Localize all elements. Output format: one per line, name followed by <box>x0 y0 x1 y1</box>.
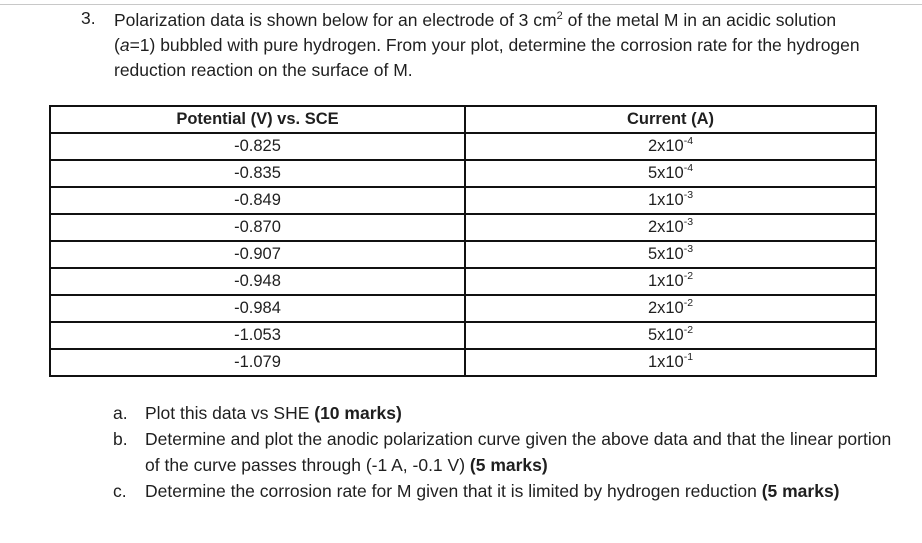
current-cell: 2x10-2 <box>464 294 877 323</box>
current-exponent: -3 <box>683 188 694 201</box>
table-row: -0.825 2x10-4 <box>49 132 877 161</box>
table-row: -0.984 2x10-2 <box>49 294 877 323</box>
potential-cell: -0.984 <box>49 294 466 323</box>
part-text: Plot this data vs SHE <box>145 403 315 423</box>
table-row: -0.835 5x10-4 <box>49 159 877 188</box>
table-row: -0.907 5x10-3 <box>49 240 877 269</box>
question-text-part: of the metal M in an acidic solution ( <box>114 10 837 55</box>
question-text-part: Polarization data is shown below for an … <box>114 10 557 30</box>
current-cell: 1x10-3 <box>464 186 877 215</box>
part-text: Determine and plot the anodic polarizati… <box>145 429 892 475</box>
potential-cell: -0.835 <box>49 159 466 188</box>
current-cell: 1x10-2 <box>464 267 877 296</box>
current-cell: 2x10-3 <box>464 213 877 242</box>
current-cell: 2x10-4 <box>464 132 877 161</box>
page-top-border <box>0 4 922 5</box>
header-current: Current (A) <box>464 105 877 134</box>
part-label: b. <box>113 429 128 449</box>
table-row: -0.870 2x10-3 <box>49 213 877 242</box>
current-exponent: -2 <box>683 323 694 336</box>
potential-cell: -1.053 <box>49 321 466 350</box>
current-base: 1x10 <box>647 272 684 290</box>
table-row: -1.053 5x10-2 <box>49 321 877 350</box>
part-b: b. Determine and plot the anodic polariz… <box>113 426 893 478</box>
current-cell: 5x10-4 <box>464 159 877 188</box>
activity-symbol: a <box>119 35 130 55</box>
potential-cell: -0.907 <box>49 240 466 269</box>
polarization-data-table: Potential (V) vs. SCE Current (A) -0.825… <box>49 105 877 377</box>
current-base: 5x10 <box>647 245 684 263</box>
part-marks: (10 marks) <box>314 403 402 423</box>
question-number: 3. <box>81 8 96 28</box>
current-base: 2x10 <box>647 218 684 236</box>
current-exponent: -3 <box>683 242 694 255</box>
part-text: Determine the corrosion rate for M given… <box>145 481 762 501</box>
part-a: a. Plot this data vs SHE (10 marks) <box>113 400 893 426</box>
potential-cell: -0.870 <box>49 213 466 242</box>
current-base: 2x10 <box>647 137 684 155</box>
current-base: 5x10 <box>647 326 684 344</box>
table-row: -0.849 1x10-3 <box>49 186 877 215</box>
current-exponent: -2 <box>683 296 694 309</box>
potential-cell: -1.079 <box>49 348 466 377</box>
part-c: c. Determine the corrosion rate for M gi… <box>113 478 893 504</box>
part-label: c. <box>113 481 127 501</box>
question-text-part: =1) bubbled with pure hydrogen. From you… <box>114 35 860 80</box>
current-base: 1x10 <box>647 191 684 209</box>
current-exponent: -2 <box>683 269 694 282</box>
current-cell: 5x10-3 <box>464 240 877 269</box>
current-exponent: -4 <box>683 161 694 174</box>
part-marks: (5 marks) <box>469 455 548 475</box>
potential-cell: -0.849 <box>49 186 466 215</box>
part-marks: (5 marks) <box>761 481 840 501</box>
current-cell: 1x10-1 <box>464 348 877 377</box>
potential-cell: -0.948 <box>49 267 466 296</box>
table-row: -1.079 1x10-1 <box>49 348 877 377</box>
current-base: 5x10 <box>647 164 684 182</box>
question-parts: a. Plot this data vs SHE (10 marks) b. D… <box>113 400 893 504</box>
superscript-2: 2 <box>556 10 563 23</box>
current-cell: 5x10-2 <box>464 321 877 350</box>
current-exponent: -4 <box>683 134 694 147</box>
table-header-row: Potential (V) vs. SCE Current (A) <box>49 105 877 134</box>
current-base: 1x10 <box>647 353 684 371</box>
part-label: a. <box>113 403 128 423</box>
table-row: -0.948 1x10-2 <box>49 267 877 296</box>
current-exponent: -3 <box>683 215 694 228</box>
current-exponent: -1 <box>683 350 694 363</box>
potential-cell: -0.825 <box>49 132 466 161</box>
current-base: 2x10 <box>647 299 684 317</box>
question-text: Polarization data is shown below for an … <box>114 8 874 83</box>
header-potential: Potential (V) vs. SCE <box>49 105 466 134</box>
